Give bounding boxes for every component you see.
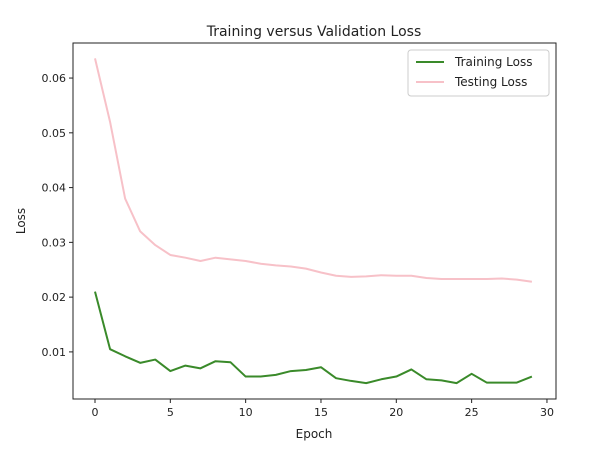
plot-frame [72, 42, 557, 400]
x-axis-label: Epoch [296, 427, 333, 441]
x-tick-label: 5 [167, 406, 174, 419]
x-tick-label: 25 [465, 406, 479, 419]
x-tick-label: 30 [540, 406, 554, 419]
y-tick-label: 0.04 [42, 182, 67, 195]
x-tick-label: 20 [389, 406, 403, 419]
y-tick-label: 0.02 [42, 291, 67, 304]
legend-label-training: Training Loss [454, 55, 532, 69]
x-tick-label: 10 [239, 406, 253, 419]
legend-label-testing: Testing Loss [454, 75, 527, 89]
x-tick-label: 15 [314, 406, 328, 419]
legend: Training Loss Testing Loss [407, 49, 550, 97]
y-tick-label: 0.03 [42, 236, 67, 249]
series-line-training [94, 291, 533, 385]
y-tick-label: 0.06 [42, 72, 67, 85]
y-axis-label: Loss [14, 208, 28, 234]
chart-title: Training versus Validation Loss [206, 24, 422, 40]
y-tick-label: 0.05 [42, 127, 67, 140]
y-tick-label: 0.01 [42, 346, 67, 359]
x-tick-label: 0 [91, 406, 98, 419]
series-line-testing [94, 58, 533, 283]
